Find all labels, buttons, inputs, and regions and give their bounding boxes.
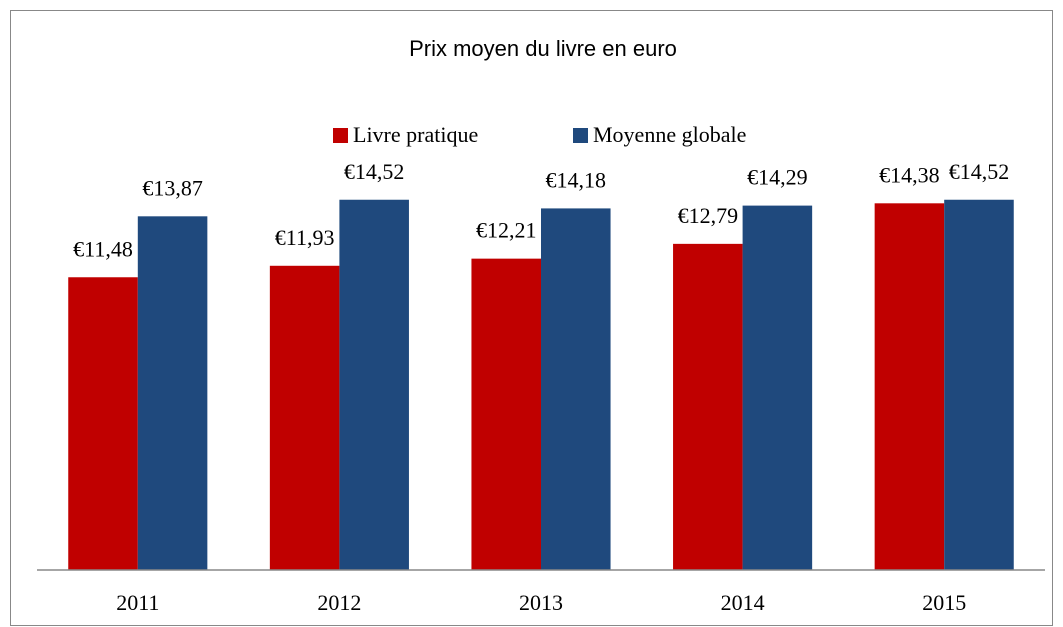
value-label: €14,29 — [747, 165, 808, 190]
legend-label: Moyenne globale — [593, 122, 746, 147]
legend-swatch — [333, 128, 348, 143]
bar — [673, 243, 743, 571]
bar — [137, 216, 208, 570]
bar — [742, 205, 813, 571]
bar — [339, 199, 409, 571]
bar — [269, 265, 340, 570]
value-label: €13,87 — [142, 175, 203, 200]
legend-label: Livre pratique — [353, 122, 478, 147]
bar — [68, 277, 138, 570]
bar — [944, 199, 1014, 571]
bar — [541, 208, 611, 570]
value-label: €14,52 — [949, 159, 1010, 184]
chart-title: Prix moyen du livre en euro — [409, 36, 677, 61]
bar — [471, 258, 541, 570]
x-tick-label: 2011 — [116, 590, 159, 615]
value-label: €11,93 — [275, 225, 335, 250]
x-tick-label: 2013 — [519, 590, 563, 615]
value-label: €14,38 — [879, 162, 940, 187]
x-tick-label: 2012 — [317, 590, 361, 615]
value-label: €14,52 — [344, 159, 405, 184]
value-label: €12,79 — [678, 203, 739, 228]
legend-swatch — [573, 128, 588, 143]
value-label: €14,18 — [546, 167, 607, 192]
x-tick-label: 2015 — [922, 590, 966, 615]
x-tick-label: 2014 — [721, 590, 765, 615]
bar — [874, 203, 945, 570]
value-label: €11,48 — [73, 236, 133, 261]
value-label: €12,21 — [476, 218, 537, 243]
